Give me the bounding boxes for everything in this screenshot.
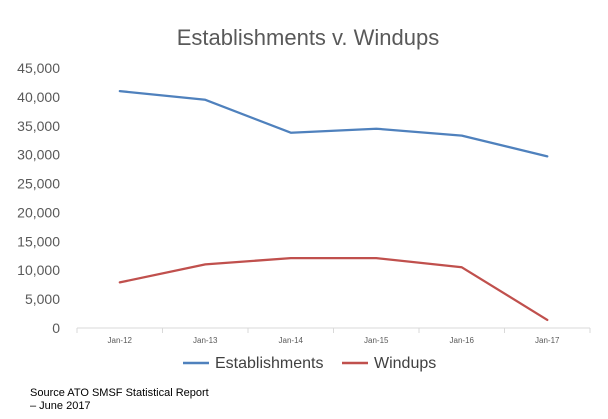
legend-label: Establishments <box>215 355 324 372</box>
x-tick-label: Jan-16 <box>450 336 475 345</box>
y-tick-label: 10,000 <box>17 262 60 278</box>
x-tick-label: Jan-13 <box>193 336 218 345</box>
y-tick-label: 5,000 <box>25 291 60 307</box>
y-tick-label: 30,000 <box>17 147 60 163</box>
x-tick-label: Jan-12 <box>108 336 133 345</box>
y-tick-label: 40,000 <box>17 89 60 105</box>
series-line-establishments <box>118 89 549 158</box>
y-tick-label: 15,000 <box>17 233 60 249</box>
y-tick-label: 45,000 <box>17 60 60 76</box>
y-tick-label: 20,000 <box>17 204 60 220</box>
series-line-windups <box>118 256 549 322</box>
series-lines <box>118 89 549 322</box>
y-tick-label: 25,000 <box>17 176 60 192</box>
y-tick-label: 0 <box>52 320 60 336</box>
source-note: Source ATO SMSF Statistical Report – Jun… <box>30 387 209 412</box>
legend-label: Windups <box>374 355 436 372</box>
legend: Establishments Windups <box>183 355 436 372</box>
chart-title: Establishments v. Windups <box>177 25 439 50</box>
x-tick-label: Jan-15 <box>364 336 389 345</box>
x-tick-label: Jan-17 <box>535 336 560 345</box>
y-tick-label: 35,000 <box>17 118 60 134</box>
x-axis-ticks: Jan-12 Jan-13 Jan-14 Jan-15 Jan-16 Jan-17 <box>76 328 591 345</box>
x-tick-label: Jan-14 <box>279 336 304 345</box>
y-axis-ticks: 0 5,000 10,000 15,000 20,000 25,000 30,000 35,0… <box>17 60 60 336</box>
